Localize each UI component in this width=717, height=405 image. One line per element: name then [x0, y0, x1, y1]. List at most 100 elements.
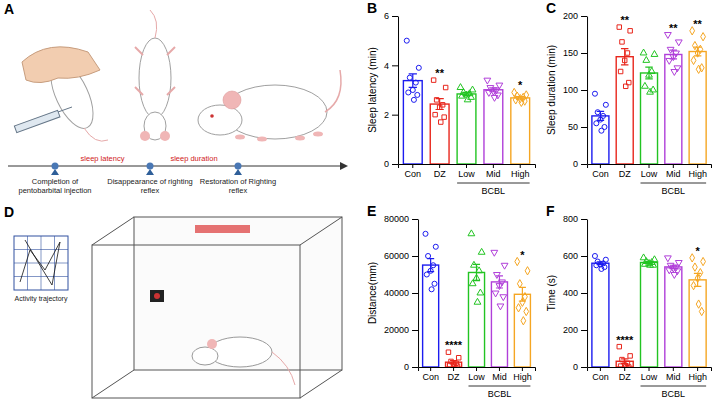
x-tick: DZ	[448, 367, 460, 382]
data-point	[431, 263, 436, 268]
y-tick: 400	[563, 288, 587, 298]
significance-label: ****	[616, 334, 634, 346]
x-tick-label: DZ	[448, 372, 460, 382]
x-axis: ConDZLowMidHigh	[588, 367, 712, 382]
data-point	[477, 289, 484, 295]
y-tick-mark	[412, 330, 418, 331]
bar	[592, 116, 609, 164]
data-point	[698, 45, 703, 53]
mouse-body	[208, 337, 272, 367]
data-point	[429, 287, 434, 292]
x-tick: DZ	[619, 164, 631, 179]
y-tick: 600	[563, 251, 587, 261]
camera-lens	[154, 293, 160, 299]
mouse-eye	[210, 114, 214, 118]
panel-letter: B	[367, 0, 377, 16]
y-tick-label: 0	[573, 159, 578, 169]
y-tick: 200	[563, 11, 587, 21]
figure: A Completion ofpentobarbital injection Dis…	[0, 0, 717, 405]
x-tick: Mid	[492, 367, 507, 382]
data-point	[501, 263, 508, 269]
mouse-ear	[223, 91, 241, 109]
timeline-dot	[235, 163, 242, 170]
tail	[150, 10, 157, 38]
data-point	[433, 112, 437, 116]
bar	[665, 54, 682, 164]
marks	[423, 230, 531, 367]
y-axis: 020000400006000080000	[384, 214, 419, 372]
mouse-head	[192, 347, 218, 365]
x-tick: High	[511, 164, 530, 179]
x-tick: Mid	[666, 367, 681, 382]
x-tick-mark	[412, 164, 413, 168]
x-tick-mark	[522, 367, 523, 371]
data-point	[670, 55, 677, 61]
data-point	[699, 307, 704, 315]
data-point	[618, 364, 622, 367]
y-tick-mark	[581, 293, 587, 294]
trajectory-grid-line	[54, 236, 55, 290]
data-point	[594, 121, 599, 126]
x-tick: Con	[422, 367, 439, 382]
data-point	[439, 120, 443, 124]
significance-label: ****	[445, 339, 463, 351]
marks	[403, 38, 529, 164]
y-tick-label: 200	[563, 325, 578, 335]
significance-label: *	[520, 249, 525, 261]
x-tick-mark	[439, 164, 440, 168]
data-point	[592, 91, 597, 96]
data-point	[521, 317, 526, 325]
data-point	[476, 267, 483, 273]
data-point	[603, 102, 608, 107]
y-tick-mark	[581, 90, 587, 91]
data-point	[695, 49, 700, 57]
y-axis-title: Sleep duration (min)	[546, 45, 557, 135]
y-tick: 0	[404, 362, 418, 372]
data-point	[696, 300, 701, 308]
bar	[689, 280, 706, 367]
x-tick-label: Con	[592, 169, 609, 179]
significance-label: **	[435, 67, 444, 79]
y-tick-label: 800	[563, 214, 578, 224]
x-tick-mark	[520, 164, 521, 168]
box-back	[134, 217, 342, 370]
data-point	[625, 51, 629, 55]
data-point	[671, 273, 678, 279]
data-point	[471, 261, 478, 267]
data-point	[628, 29, 632, 33]
group-bracket	[641, 386, 707, 387]
mouse-leg	[167, 87, 175, 95]
x-tick-mark	[649, 367, 650, 371]
y-axis-line	[587, 17, 588, 165]
data-point	[442, 115, 446, 119]
y-axis-line	[398, 17, 399, 165]
event-label: Completion ofpentobarbital injection	[19, 177, 92, 195]
data-point	[416, 65, 421, 70]
timeline-pointer	[234, 169, 242, 175]
box-edge	[92, 217, 134, 245]
group-label: BCBL	[488, 389, 512, 399]
data-point	[424, 272, 429, 277]
data-point	[469, 280, 476, 286]
data-point	[691, 56, 696, 64]
trajectory-grid-frame	[14, 236, 68, 290]
panel-letter: A	[4, 1, 14, 17]
chart-panel: ******050100150200ConDZLowMidHighBCBLSle…	[546, 0, 712, 196]
x-tick: Low	[641, 367, 658, 382]
x-tick-label: High	[688, 372, 707, 382]
bar	[616, 57, 633, 164]
data-point	[599, 266, 604, 271]
y-axis-title: Distance(mm)	[367, 262, 378, 324]
y-tick-mark	[392, 115, 398, 116]
data-point	[701, 33, 706, 41]
y-tick-label: 0	[384, 159, 389, 169]
event-label: Disappearance of rightingreflex	[107, 177, 192, 195]
x-tick: High	[688, 367, 707, 382]
x-tick-mark	[499, 367, 500, 371]
x-tick: Low	[641, 164, 658, 179]
bar	[484, 90, 503, 164]
y-tick-label: 100	[563, 85, 578, 95]
y-axis-title: Time (s)	[546, 275, 557, 311]
bar	[592, 263, 609, 367]
y-tick: 200	[563, 325, 587, 335]
